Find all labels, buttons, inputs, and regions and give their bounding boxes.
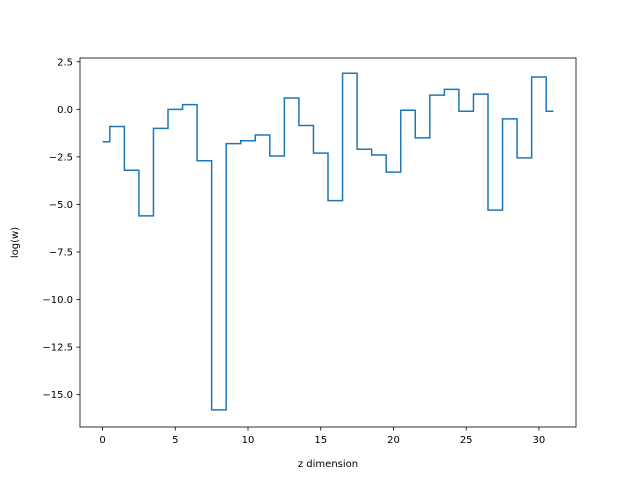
plot-area — [80, 58, 576, 427]
x-tick-label: 15 — [314, 435, 327, 446]
plot-frame — [79, 57, 577, 428]
x-tick-label: 5 — [172, 435, 178, 446]
x-axis-label: z dimension — [298, 459, 358, 470]
y-tick-label: −5.0 — [49, 200, 73, 211]
y-tick-label: −2.5 — [49, 152, 73, 163]
y-axis-ticks: 2.5 0.0 −2.5 −5.0 −7.5 −10.0 −12.5 −15.0 — [42, 57, 80, 401]
y-tick-label: 0.0 — [57, 105, 73, 116]
x-tick-label: 30 — [533, 435, 546, 446]
x-tick-label: 20 — [387, 435, 400, 446]
y-axis-label: log(w) — [10, 227, 21, 258]
series-step-line — [102, 72, 554, 411]
x-tick-label: 25 — [460, 435, 473, 446]
x-tick-label: 0 — [99, 435, 105, 446]
y-tick-label: −15.0 — [42, 390, 73, 401]
y-tick-label: −12.5 — [42, 343, 73, 354]
x-tick-label: 10 — [242, 435, 255, 446]
y-tick-label: 2.5 — [57, 57, 73, 68]
x-axis-ticks: 0 5 10 15 20 25 30 — [99, 427, 545, 446]
y-tick-label: −10.0 — [42, 295, 73, 306]
y-tick-label: −7.5 — [49, 248, 73, 259]
